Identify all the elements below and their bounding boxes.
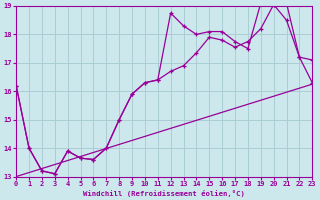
X-axis label: Windchill (Refroidissement éolien,°C): Windchill (Refroidissement éolien,°C) xyxy=(83,190,245,197)
